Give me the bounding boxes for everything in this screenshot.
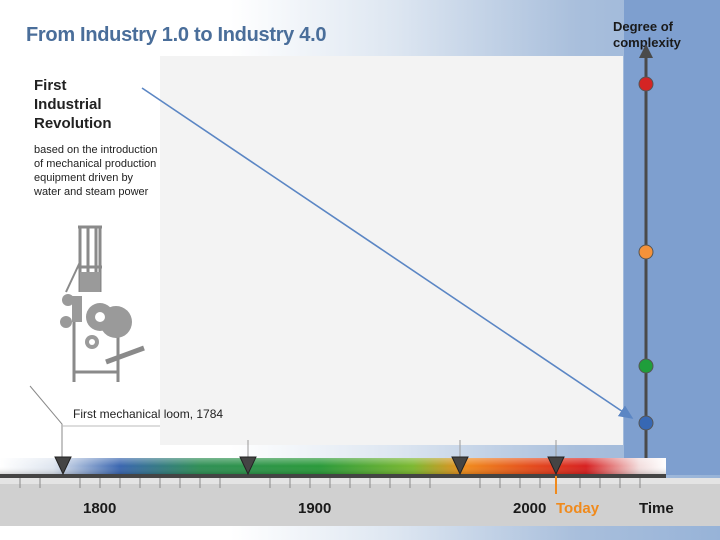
rev-title-line3: Revolution <box>34 115 112 132</box>
first-revolution-description: based on the introduction of mechanical … <box>34 143 162 199</box>
loom-caption: First mechanical loom, 1784 <box>73 407 224 421</box>
progression-arrow <box>141 87 634 419</box>
content-panel <box>160 56 623 445</box>
slide-title: From Industry 1.0 to Industry 4.0 <box>26 24 327 46</box>
mechanical-loom-icon <box>60 225 145 382</box>
rev-title-line2: Industrial <box>34 96 102 113</box>
today-label: Today <box>556 500 600 517</box>
rev-desc-line1: based on the introduction <box>34 144 158 156</box>
first-revolution-title: First Industrial Revolution <box>34 76 112 133</box>
timeline-bar-shadow <box>0 472 666 478</box>
caption-callout-line <box>29 385 63 458</box>
complexity-marker-orange <box>638 244 654 260</box>
time-axis-label: Time <box>639 500 674 517</box>
timeline-bar-shade <box>0 458 666 474</box>
complexity-marker-blue <box>638 415 654 431</box>
rev-desc-line2: of mechanical production <box>34 158 157 170</box>
era-marker-3 <box>451 456 469 476</box>
era-separator-lines <box>247 440 557 458</box>
complexity-marker-red <box>638 76 654 92</box>
year-1800-label: 1800 <box>83 500 117 517</box>
complexity-marker-green <box>638 358 654 374</box>
timeline-ticks <box>19 478 641 488</box>
era-marker-1 <box>54 456 72 476</box>
complexity-band <box>624 0 720 475</box>
complexity-axis-arrowhead <box>639 44 653 58</box>
year-1900-label: 1900 <box>298 500 332 517</box>
rev-title-line1: First <box>34 77 67 94</box>
era-marker-4 <box>547 456 565 476</box>
complexity-label-line2: complexity <box>613 35 681 50</box>
timeline-ruler-light <box>0 478 720 484</box>
year-2000-label: 2000 <box>513 500 547 517</box>
rev-desc-line4: water and steam power <box>34 186 149 198</box>
complexity-axis-label: Degree of complexity <box>613 19 703 51</box>
era-marker-2 <box>239 456 257 476</box>
complexity-label-line1: Degree of <box>613 19 673 34</box>
rev-desc-line3: equipment driven by <box>34 172 134 184</box>
